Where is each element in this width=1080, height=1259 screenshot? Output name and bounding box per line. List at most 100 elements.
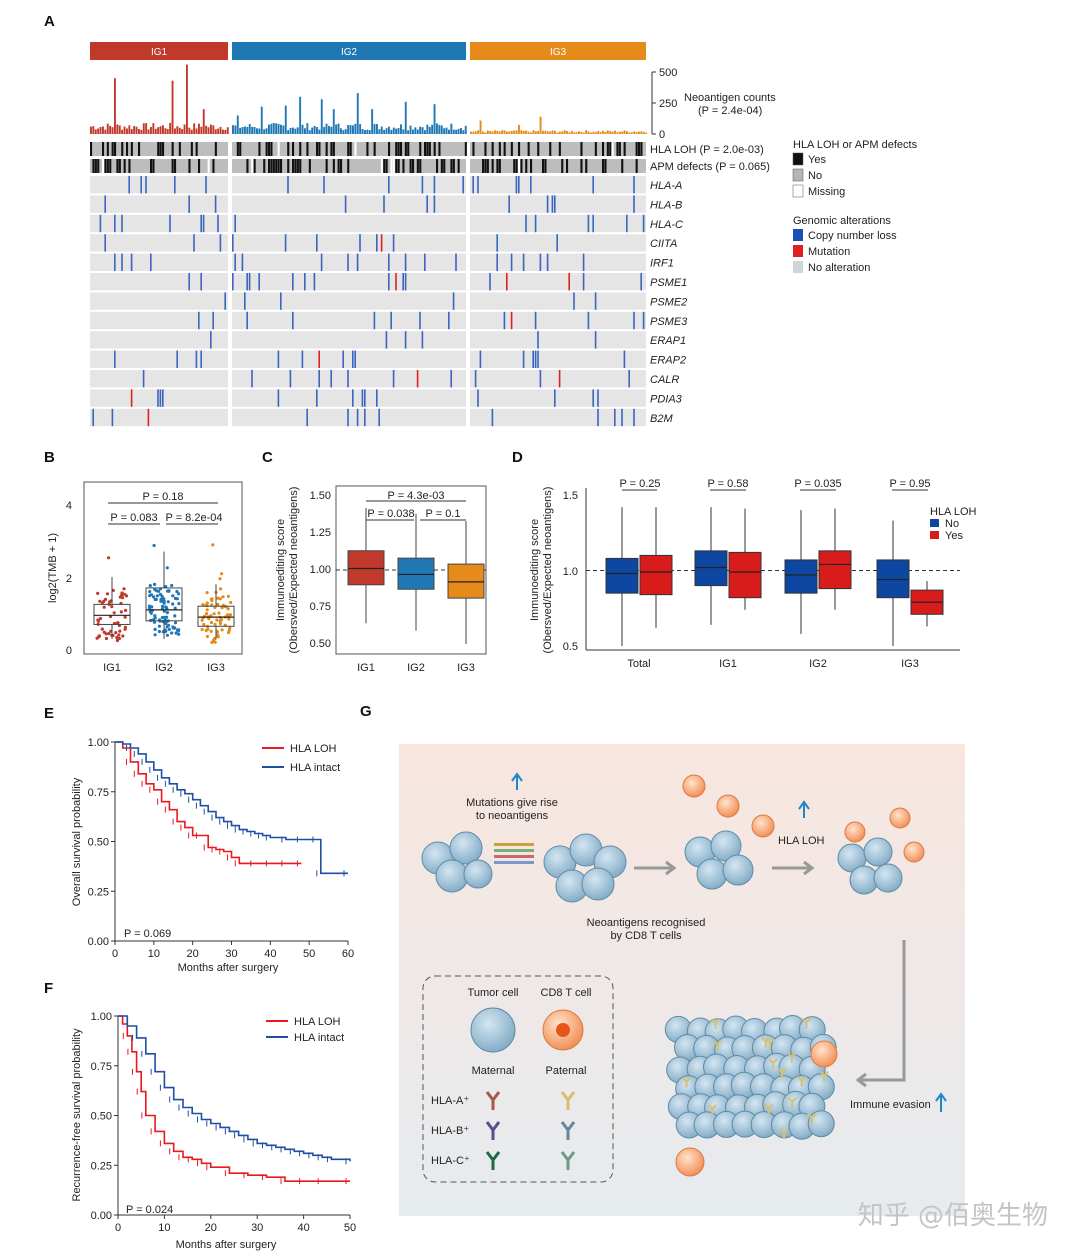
gene-row-background [90, 253, 228, 271]
b-p-ig1-ig2: P = 0.083 [110, 512, 157, 524]
x-tick-label: 0 [112, 948, 118, 960]
neoantigen-bar [611, 131, 614, 134]
gene-label: ERAP1 [650, 335, 686, 347]
apm-track-cell [457, 159, 460, 173]
neoantigen-bar [270, 123, 273, 134]
neoantigen-bar [400, 124, 402, 134]
alteration-mark [525, 214, 527, 233]
alteration-mark [217, 214, 219, 233]
apm-track-cell [280, 159, 283, 173]
neoantigen-bar [157, 127, 160, 134]
neoantigen-bar [94, 129, 97, 134]
y-tick-label: 0.50 [88, 837, 109, 849]
b-xlabel-ig2: IG2 [155, 662, 173, 674]
neoantigen-bar [506, 131, 508, 134]
neoantigen-bar [195, 128, 198, 134]
alteration-mark [633, 311, 635, 330]
neoantigen-bar [580, 131, 583, 134]
tmb-point [118, 595, 122, 599]
box-body [145, 587, 183, 622]
hla-loh-track-cell [114, 142, 117, 156]
c-ylabel-1: Immunoediting score [275, 519, 287, 621]
apm-track-cell [118, 159, 121, 173]
gene-row-background [90, 214, 228, 233]
apm-track-cell [207, 159, 210, 173]
hla-loh-track-cell [349, 142, 352, 156]
alteration-mark [452, 292, 455, 310]
e-km-curves [115, 741, 348, 877]
alteration-mark [633, 195, 635, 213]
alteration-mark [145, 176, 147, 194]
neoantigen-bar [289, 127, 292, 134]
alteration-mark [232, 234, 234, 252]
hla-loh-track-cell [138, 142, 141, 156]
neoantigen-bar [361, 129, 364, 134]
gene-row-background [470, 253, 646, 271]
tmb-point [220, 572, 224, 576]
g-recognised-text: Neoantigens recognised [587, 917, 706, 929]
g-paternal-label: Paternal [546, 1065, 587, 1077]
neoantigen-bar [135, 126, 138, 134]
tmb-point [228, 613, 233, 617]
apm-track-cell [496, 159, 499, 173]
alteration-mark [522, 350, 525, 368]
alteration-mark [114, 253, 116, 271]
neoantigen-bar [587, 131, 590, 134]
apm-track-cell [419, 159, 422, 173]
gene-row-background [232, 176, 466, 194]
up-arrow-icon [511, 772, 523, 790]
f-legend-intact: HLA intact [294, 1032, 344, 1044]
neoantigen-bar [520, 130, 523, 134]
oncoprint-status-tracks [90, 142, 646, 173]
neoantigen-bar [460, 128, 462, 134]
neoantigen-bar [472, 131, 475, 134]
neoantigen-bar [90, 126, 92, 134]
neoantigen-bar [496, 130, 499, 134]
tmb-point [118, 629, 122, 633]
neoantigen-bar [154, 128, 157, 134]
hla-molecule-icon [819, 1070, 830, 1082]
tmb-point [166, 589, 170, 593]
tmb-point [212, 612, 216, 616]
hla-loh-track-cell [606, 142, 609, 156]
legend-swatch-no-alteration [793, 261, 803, 273]
alteration-mark [491, 408, 494, 427]
km-curve-hla-loh [115, 741, 302, 865]
hla-loh-track-cell [580, 142, 583, 156]
legend-swatch-cnl [793, 229, 803, 241]
alteration-mark [364, 389, 366, 407]
neoantigen-bar [532, 130, 535, 134]
neoantigen-bar [609, 131, 612, 134]
neoantigen-bar [491, 131, 494, 134]
neoantigen-bar [325, 123, 328, 134]
tmb-point [175, 628, 179, 632]
tmb-point [209, 620, 214, 625]
y-tick-label: 1.00 [88, 737, 109, 749]
tmb-point [213, 622, 217, 626]
neoantigen-bar [551, 130, 554, 134]
neoantigen-bar-chart [90, 64, 648, 134]
apm-track-cell [268, 159, 271, 173]
neoantigen-bar [578, 131, 580, 134]
apm-track-cell [452, 159, 455, 173]
alteration-mark [546, 195, 549, 213]
neoantigen-bar [366, 129, 369, 134]
neoantigen-bar [128, 125, 131, 134]
legend-swatch-mutation [793, 245, 803, 257]
alteration-mark [359, 234, 361, 252]
apm-track-cell [106, 159, 109, 173]
alteration-mark [419, 311, 421, 330]
apm-track-cell [635, 159, 638, 173]
apm-track-cell [520, 159, 523, 173]
hla-loh-track-cell [236, 142, 239, 156]
gene-row-background [232, 214, 466, 233]
neoantigen-bar [626, 131, 628, 134]
e-pvalue: P = 0.069 [124, 928, 171, 940]
y-tick-label: 1.00 [91, 1011, 112, 1023]
neoantigen-bar [462, 130, 465, 134]
d-legend-swatch-no [930, 519, 939, 527]
b-ylabel: log2(TMB + 1) [47, 533, 59, 603]
neoantigen-bar [385, 128, 388, 134]
alteration-mark [241, 253, 244, 271]
hla-loh-track-cell [270, 142, 273, 156]
